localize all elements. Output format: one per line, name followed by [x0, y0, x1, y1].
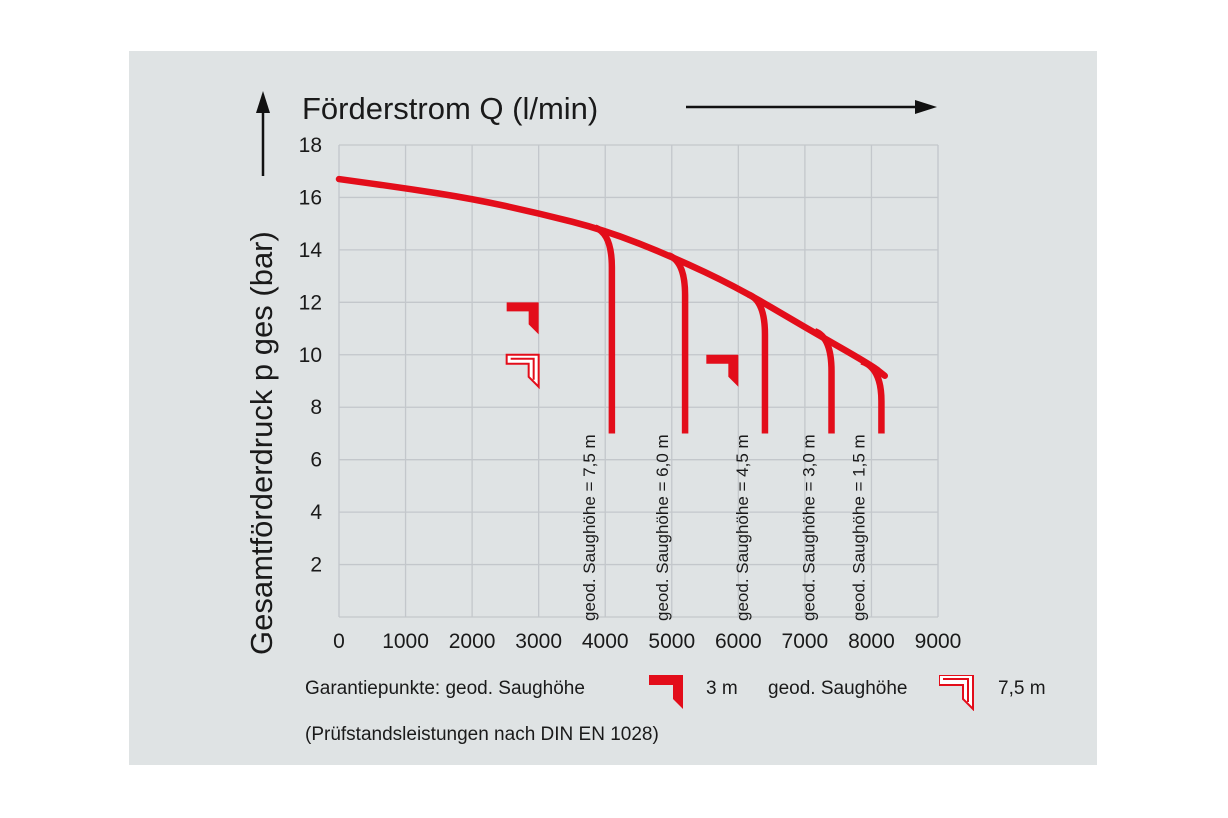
x-tick-label: 5000: [648, 630, 695, 653]
guarantee-point-7-5m-icon: [505, 353, 540, 390]
cavitation-label-2: geod. Saughöhe = 6,0 m: [653, 434, 672, 621]
y-tick-label: 4: [310, 501, 322, 524]
legend-marker-filled-icon: [649, 675, 685, 711]
x-tick-label: 9000: [915, 630, 962, 653]
x-axis-title: Förderstrom Q (l/min): [302, 91, 598, 126]
x-tick-label: 3000: [515, 630, 562, 653]
x-axis-arrow-head-icon: [915, 100, 937, 114]
legend-marker-outline-icon: [938, 674, 975, 712]
y-tick-label: 8: [310, 396, 322, 419]
chart-svg: 0 1000 2000 3000 4000 5000 6000 7000 8000 9000 2 4 6…: [244, 91, 962, 655]
legend-item-3m: 3 m: [706, 678, 738, 699]
x-tick-label: 4000: [582, 630, 629, 653]
main-pump-curve: [335, 175, 889, 380]
cavitation-label-4: geod. Saughöhe = 3,0 m: [800, 434, 819, 621]
guarantee-point-3m-icon: [706, 354, 739, 387]
guarantee-point-7-5m-inner: [510, 357, 535, 380]
chart-panel: 0 1000 2000 3000 4000 5000 6000 7000 8000 9000 2 4 6…: [129, 51, 1097, 765]
cavitation-label-5: geod. Saughöhe = 1,5 m: [849, 434, 868, 621]
x-tick-label: 8000: [848, 630, 895, 653]
y-tick-label: 10: [299, 344, 322, 367]
x-tick-label: 1000: [382, 630, 429, 653]
y-tick-label: 16: [299, 186, 322, 209]
cavitation-curve-2: [667, 252, 689, 434]
x-tick-label: 7000: [782, 630, 829, 653]
cavitation-curve-5: [860, 358, 885, 434]
cavitation-label-3: geod. Saughöhe = 4,5 m: [733, 434, 752, 621]
y-tick-label: 18: [299, 134, 322, 157]
footnote: (Prüfstandsleistungen nach DIN EN 1028): [305, 724, 659, 745]
x-tick-label: 2000: [449, 630, 496, 653]
legend-prefix: Garantiepunkte: geod. Saughöhe: [305, 678, 585, 699]
x-tick-label: 0: [333, 630, 345, 653]
x-tick-label: 6000: [715, 630, 762, 653]
y-tick-label: 12: [299, 291, 322, 314]
cavitation-curve-4: [813, 328, 835, 434]
y-tick-label: 2: [310, 554, 322, 577]
legend-item-7-5m: 7,5 m: [998, 678, 1046, 699]
guarantee-point-3m-icon: [506, 302, 539, 335]
cavitation-curve-1: [593, 224, 616, 434]
y-tick-label: 6: [310, 449, 322, 472]
y-tick-label: 14: [299, 239, 323, 262]
cavitation-curve-3: [746, 291, 769, 434]
legend-middle: geod. Saughöhe: [768, 678, 908, 699]
cavitation-label-1: geod. Saughöhe = 7,5 m: [580, 434, 599, 621]
y-axis-title: Gesamtförderdruck p ges (bar): [244, 231, 279, 655]
y-axis-arrow-head-icon: [256, 91, 270, 113]
